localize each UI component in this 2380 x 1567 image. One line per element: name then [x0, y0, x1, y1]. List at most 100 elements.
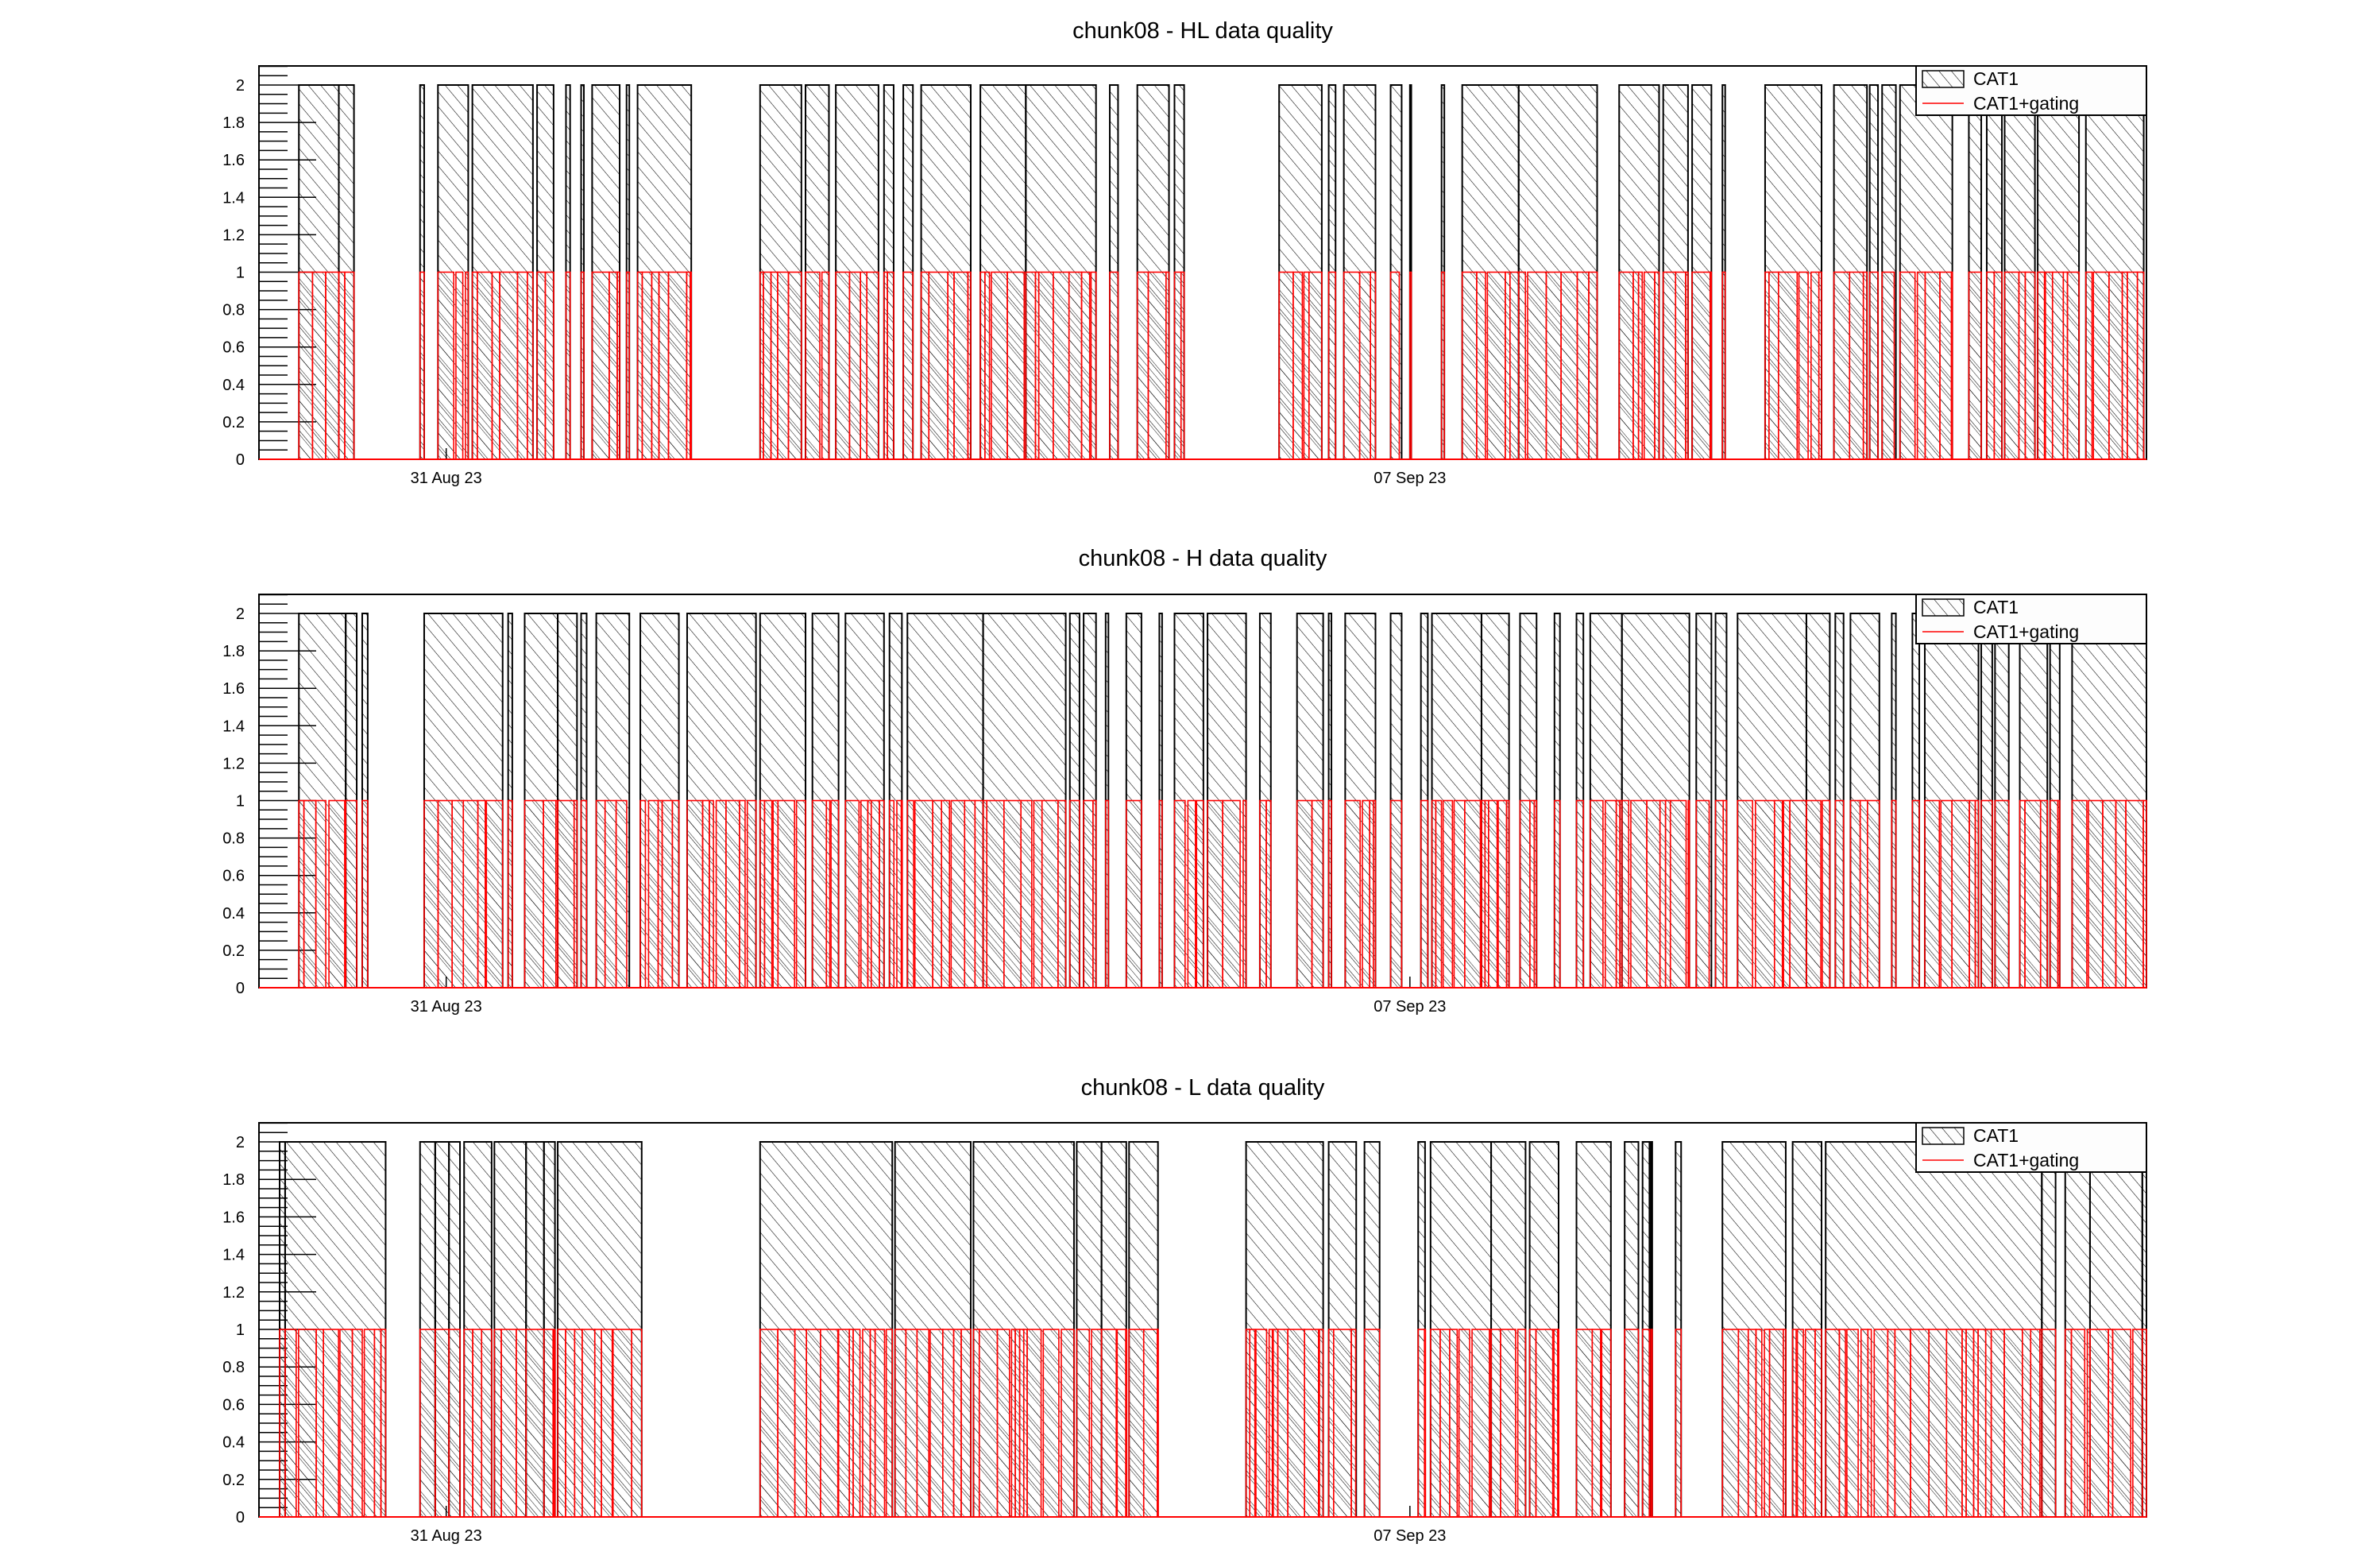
- gating-bar: [1327, 271, 1337, 460]
- gating-bar: [1737, 1329, 1749, 1518]
- gating-bar: [1277, 1329, 1289, 1518]
- y-tick-label: 2: [236, 1134, 245, 1151]
- gating-bar: [1157, 1329, 1159, 1518]
- chart-title: chunk08 - H data quality: [1079, 546, 1327, 571]
- y-tick-label: 0.4: [222, 377, 245, 394]
- y-tick-label: 1: [236, 1321, 245, 1339]
- gating-bar: [1590, 799, 1604, 989]
- gating-bar: [1662, 271, 1677, 460]
- y-tick-label: 1.2: [222, 1284, 245, 1302]
- gating-bar: [1868, 271, 1879, 460]
- y-tick-label: 0.8: [222, 830, 245, 848]
- gating-bar: [1637, 271, 1644, 460]
- gating-bar: [1207, 799, 1223, 989]
- gating-bar: [1664, 799, 1671, 989]
- gating-bar: [463, 1329, 473, 1518]
- gating-bar: [544, 271, 554, 460]
- gating-bar: [1940, 799, 1953, 989]
- gating-bar: [1768, 271, 1779, 460]
- gating-bar: [1142, 1329, 1158, 1518]
- gating-bar: [1833, 271, 1851, 460]
- gating-bar: [525, 1329, 545, 1518]
- gating-bar: [636, 271, 643, 460]
- gating-bar: [380, 1329, 387, 1518]
- gating-bar: [686, 799, 704, 989]
- gating-bar: [1881, 271, 1895, 460]
- gating-bar: [1527, 271, 1547, 460]
- gating-bar: [1974, 799, 1980, 989]
- y-tick-label: 1.6: [222, 1209, 245, 1226]
- gating-bar: [1685, 271, 1689, 460]
- gating-bar: [1834, 799, 1845, 989]
- y-tick-label: 0.8: [222, 302, 245, 319]
- gating-bar: [874, 1329, 886, 1518]
- y-tick-label: 0: [236, 1509, 245, 1526]
- gating-bar: [1442, 799, 1454, 989]
- gating-bar: [1791, 1329, 1797, 1518]
- gating-bar: [507, 799, 513, 989]
- gating-bar: [279, 1329, 286, 1518]
- gating-bar: [1439, 1329, 1451, 1518]
- gating-bar: [879, 799, 885, 989]
- gating-bar: [1643, 271, 1656, 460]
- gating-bar: [830, 799, 840, 989]
- gating-bar: [2064, 1329, 2073, 1518]
- gating-bar: [1464, 799, 1482, 989]
- gating-bar: [1486, 271, 1506, 460]
- gating-bar: [543, 1329, 554, 1518]
- gating-bar: [325, 271, 340, 460]
- gating-bar: [2108, 1329, 2114, 1518]
- gating-bar: [777, 271, 790, 460]
- gating-bar: [1990, 1329, 2005, 1518]
- gating-bar: [715, 799, 727, 989]
- gating-bar: [1187, 799, 1196, 989]
- gating-bar: [1327, 1329, 1335, 1518]
- gating-bar: [1669, 799, 1687, 989]
- gating-bar: [866, 271, 879, 460]
- gating-bar: [896, 799, 902, 989]
- gating-bar: [1505, 271, 1511, 460]
- gating-bar: [363, 1329, 376, 1518]
- gating-bar: [1899, 271, 1916, 460]
- gating-bar: [557, 1329, 566, 1518]
- gating-bar: [1806, 799, 1822, 989]
- gating-bar: [991, 271, 1008, 460]
- gating-bar: [862, 1329, 871, 1518]
- gating-bar: [1259, 799, 1267, 989]
- gating-bar: [1891, 799, 1897, 989]
- gating-bar: [1020, 799, 1033, 989]
- gating-bar: [1641, 1329, 1651, 1518]
- gating-bar: [1950, 271, 1953, 460]
- y-tick-label: 0.4: [222, 905, 245, 923]
- chart-title: chunk08 - HL data quality: [1072, 18, 1333, 44]
- gating-bar: [2024, 271, 2036, 460]
- gating-bar: [1887, 1329, 1896, 1518]
- gating-bar: [974, 799, 984, 989]
- gating-bar: [1105, 799, 1110, 989]
- gating-bar: [1575, 799, 1584, 989]
- gating-bar: [763, 799, 773, 989]
- gating-bar: [2132, 1329, 2143, 1518]
- gating-bar: [979, 271, 986, 460]
- gating-bar: [1268, 1329, 1273, 1518]
- gating-bar: [1968, 271, 1982, 460]
- gating-bar: [344, 271, 355, 460]
- gating-bar: [1621, 799, 1630, 989]
- chart-title: chunk08 - L data quality: [1081, 1075, 1325, 1101]
- gating-bar: [1026, 1329, 1042, 1518]
- gating-series: [279, 1329, 2147, 1518]
- gating-bar: [1041, 799, 1059, 989]
- gating-bar: [2030, 1329, 2041, 1518]
- gating-bar: [1822, 799, 1831, 989]
- gating-bar: [1516, 1329, 1527, 1518]
- y-tick-label: 1.6: [222, 680, 245, 698]
- gating-bar: [1695, 799, 1710, 989]
- x-tick-label: 31 Aug 23: [411, 470, 482, 487]
- gating-bar: [852, 1329, 861, 1518]
- gating-bar: [2003, 271, 2020, 460]
- gating-bar: [1343, 271, 1361, 460]
- gating-bar: [1128, 1329, 1145, 1518]
- gating-bar: [906, 799, 914, 989]
- y-tick-label: 1.4: [222, 718, 245, 735]
- gating-bar: [612, 1329, 632, 1518]
